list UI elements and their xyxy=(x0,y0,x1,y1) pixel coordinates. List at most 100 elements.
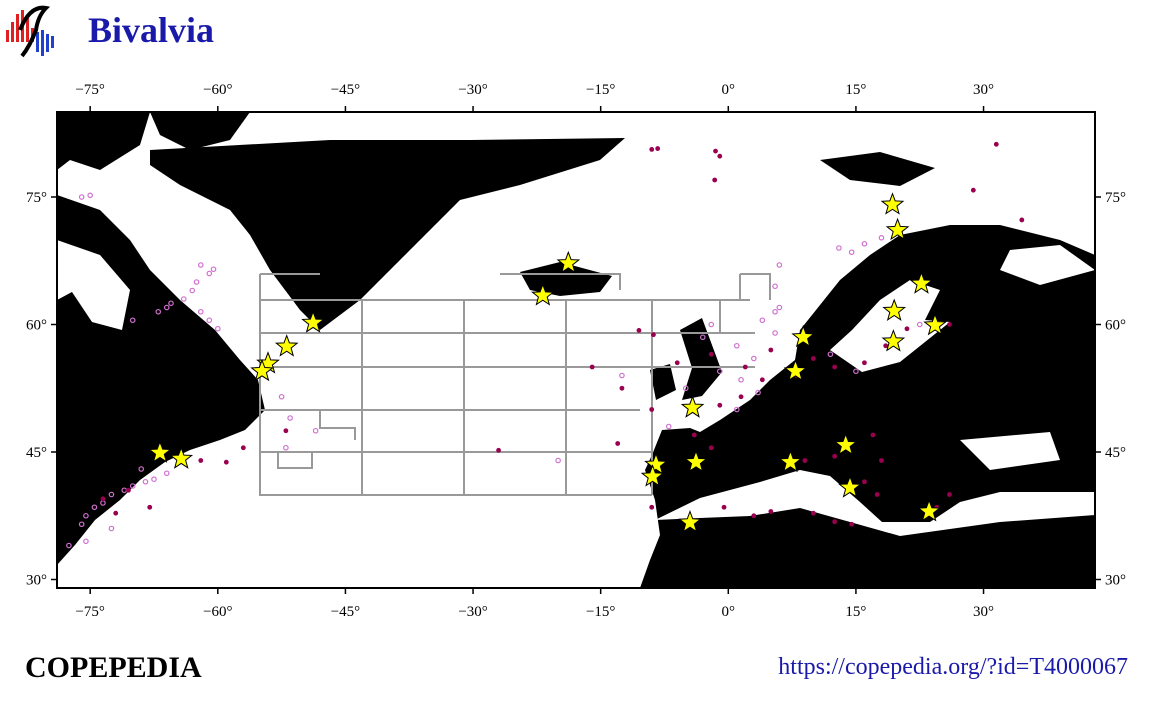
record xyxy=(738,394,744,400)
record-open xyxy=(734,406,740,413)
logo xyxy=(6,5,54,58)
record-open xyxy=(197,262,204,268)
record xyxy=(970,187,976,193)
lon-tick-label: −30° xyxy=(458,82,487,98)
star-record xyxy=(880,192,905,215)
record-open xyxy=(776,262,783,268)
star-record xyxy=(881,329,906,352)
star-record xyxy=(882,298,907,321)
record-open xyxy=(772,308,778,315)
record xyxy=(832,519,838,525)
record xyxy=(768,509,774,514)
record xyxy=(691,432,697,438)
record-open xyxy=(138,466,145,472)
record-open xyxy=(83,512,89,519)
record-open xyxy=(91,504,98,511)
star-record xyxy=(923,312,947,336)
record-open xyxy=(772,330,778,336)
lon-tick-label: 15° xyxy=(845,82,866,98)
lon-tick-label: −45° xyxy=(331,82,360,98)
lat-tick-label: 45° xyxy=(1105,445,1126,461)
record-open xyxy=(916,321,923,328)
star-record xyxy=(250,358,274,382)
record-open xyxy=(759,317,766,324)
record xyxy=(810,356,816,361)
record xyxy=(802,458,808,463)
record-open xyxy=(278,393,285,400)
record xyxy=(223,459,229,465)
star-record xyxy=(778,449,803,473)
record xyxy=(649,147,655,152)
record xyxy=(883,343,889,349)
record-open xyxy=(163,304,170,311)
star-record xyxy=(833,432,858,456)
record xyxy=(849,521,855,527)
record-open xyxy=(180,296,187,302)
record xyxy=(636,328,642,333)
record xyxy=(862,479,867,485)
record xyxy=(615,441,621,446)
record xyxy=(100,496,106,502)
record-open xyxy=(129,317,136,324)
star-record xyxy=(274,334,299,357)
lon-tick-label: −60° xyxy=(203,604,232,620)
record-open xyxy=(734,342,740,349)
record-open xyxy=(108,491,115,498)
star-record xyxy=(838,475,862,498)
record xyxy=(651,332,656,338)
record xyxy=(113,510,119,516)
record-open xyxy=(210,266,217,273)
record xyxy=(649,407,655,412)
record-open xyxy=(283,444,289,451)
record-open xyxy=(66,542,72,549)
record xyxy=(759,377,765,383)
record xyxy=(198,458,204,463)
record-open xyxy=(78,194,85,200)
record-open xyxy=(163,470,170,477)
record-open xyxy=(776,304,783,311)
record xyxy=(147,504,153,510)
star-record xyxy=(885,217,910,241)
record xyxy=(708,351,714,357)
lon-tick-label: −60° xyxy=(203,82,232,98)
star-record xyxy=(640,464,665,487)
lat-tick-label: 75° xyxy=(1105,190,1126,206)
survey-areas xyxy=(259,273,771,496)
record xyxy=(712,177,718,183)
record-open xyxy=(193,279,200,285)
lat-tick-label: 45° xyxy=(26,445,47,461)
record-open xyxy=(555,457,561,464)
lon-tick-label: −30° xyxy=(458,604,487,620)
record xyxy=(708,445,714,451)
record xyxy=(240,445,246,451)
record xyxy=(1019,217,1025,223)
record-open xyxy=(827,351,834,358)
record-open xyxy=(312,427,319,434)
record-open xyxy=(108,525,115,532)
lon-tick-label: −15° xyxy=(586,82,615,98)
record-open xyxy=(755,389,761,396)
star-record xyxy=(909,271,934,294)
record-open xyxy=(861,240,868,247)
record xyxy=(721,504,727,510)
lon-tick-label: 15° xyxy=(845,604,866,620)
record xyxy=(768,347,774,353)
record-open xyxy=(151,476,157,483)
record-open xyxy=(87,192,93,199)
record xyxy=(742,364,748,370)
record xyxy=(832,453,838,459)
record xyxy=(717,402,723,408)
record xyxy=(947,492,952,497)
record xyxy=(810,510,816,516)
title: Bivalvia xyxy=(88,10,214,50)
record-open xyxy=(206,317,213,324)
record-open xyxy=(197,308,204,315)
record-open xyxy=(83,538,89,545)
star-record xyxy=(169,446,194,469)
record-open xyxy=(853,368,859,375)
lon-tick-label: −75° xyxy=(75,82,104,98)
lon-tick-label: 0° xyxy=(722,604,736,620)
water xyxy=(57,240,1095,536)
record-open xyxy=(878,235,885,241)
